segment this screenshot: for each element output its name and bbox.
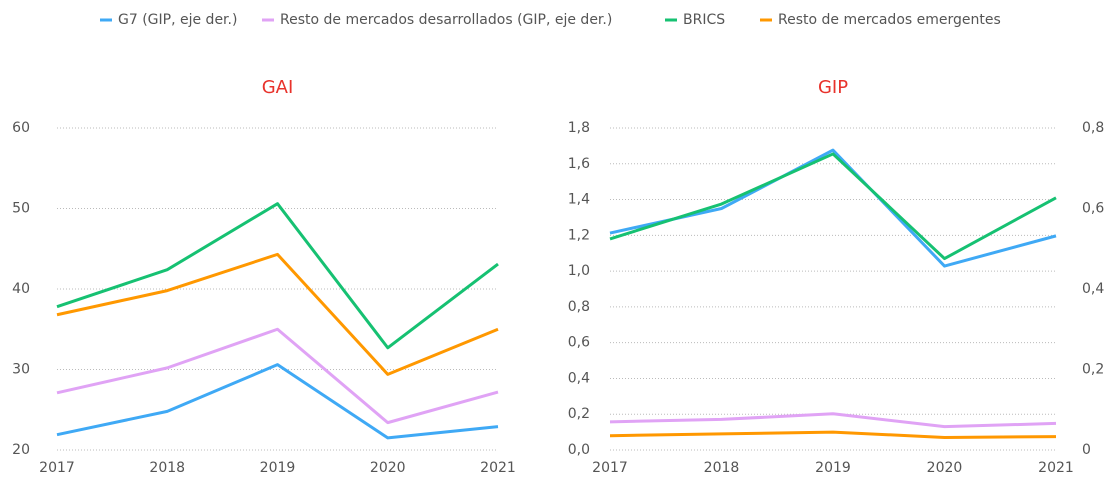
y-tick-label: 1,0 — [568, 263, 590, 279]
legend-label: Resto de mercados desarrollados (GIP, ej… — [280, 12, 612, 28]
y-tick-label: 1,2 — [568, 227, 590, 243]
y-tick-label: 30 — [12, 362, 30, 378]
y-tick-label: 0,0 — [568, 442, 590, 458]
y-tick-label: 50 — [12, 201, 30, 217]
y-tick-label: 40 — [12, 281, 30, 297]
y2-tick-label: 0 — [1082, 442, 1091, 458]
series-line — [609, 430, 1057, 439]
x-tick-label: 2020 — [370, 460, 406, 476]
x-tick-label: 2019 — [815, 460, 851, 476]
y-tick-label: 0,4 — [568, 370, 590, 386]
x-tick-label: 2017 — [592, 460, 628, 476]
y2-tick-label: 0,4 — [1082, 281, 1104, 297]
chart-title: GAI — [262, 77, 294, 98]
x-tick-label: 2017 — [39, 460, 75, 476]
y-tick-label: 1,8 — [568, 120, 590, 136]
y-tick-label: 1,6 — [568, 156, 590, 172]
y-tick-label: 1,4 — [568, 192, 590, 208]
series-line — [56, 202, 499, 350]
y2-tick-label: 0,6 — [1082, 201, 1104, 217]
series-line — [56, 363, 499, 440]
series-line — [609, 152, 1057, 261]
x-tick-label: 2021 — [480, 460, 516, 476]
y-tick-label: 0,8 — [568, 299, 590, 315]
y2-tick-label: 0,2 — [1082, 362, 1104, 378]
series-line — [56, 252, 499, 376]
chart-title: GIP — [818, 77, 848, 98]
x-tick-label: 2019 — [260, 460, 296, 476]
legend-label: Resto de mercados emergentes — [778, 12, 1001, 28]
series-line — [56, 327, 499, 425]
x-tick-label: 2021 — [1038, 460, 1074, 476]
legend-label: BRICS — [683, 12, 725, 28]
series-line — [609, 412, 1057, 429]
x-tick-label: 2020 — [927, 460, 963, 476]
y-tick-label: 20 — [12, 442, 30, 458]
y2-tick-label: 0,8 — [1082, 120, 1104, 136]
legend-label: G7 (GIP, eje der.) — [118, 12, 237, 28]
x-tick-label: 2018 — [149, 460, 185, 476]
x-tick-label: 2018 — [704, 460, 740, 476]
series-line — [609, 148, 1057, 268]
y-tick-label: 60 — [12, 120, 30, 136]
y-tick-label: 0,2 — [568, 406, 590, 422]
y-tick-label: 0,6 — [568, 335, 590, 351]
